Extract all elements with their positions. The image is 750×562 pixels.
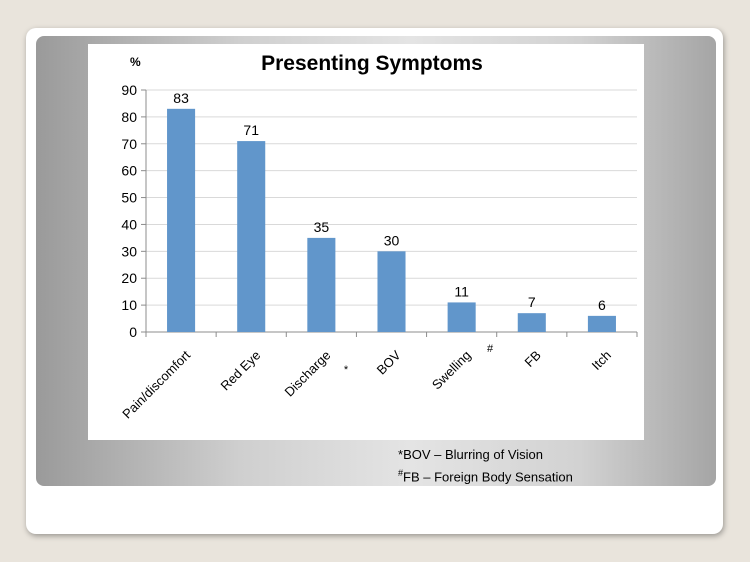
x-category-marker: * xyxy=(344,364,349,376)
bar-value-label: 6 xyxy=(598,297,606,313)
bar xyxy=(517,313,546,332)
y-tick-label: 80 xyxy=(121,109,137,125)
y-tick-label: 90 xyxy=(121,82,137,98)
bar xyxy=(167,108,196,332)
y-tick-label: 30 xyxy=(121,243,137,259)
y-tick-label: 0 xyxy=(129,324,137,340)
footnote-fb-marker: # xyxy=(398,468,404,478)
bar-value-label: 7 xyxy=(528,294,536,310)
bar-value-label: 35 xyxy=(314,219,330,235)
y-tick-label: 10 xyxy=(121,297,137,313)
y-tick-label: 20 xyxy=(121,270,137,286)
footnotes: *BOV – Blurring of Vision #FB – Foreign … xyxy=(398,446,573,486)
footnote-bov: *BOV – Blurring of Vision xyxy=(398,446,573,464)
bar xyxy=(447,302,476,332)
y-tick-label: 70 xyxy=(121,136,137,152)
bar xyxy=(587,315,616,332)
y-tick-label: 50 xyxy=(121,190,137,206)
chart-title: Presenting Symptoms xyxy=(261,52,483,75)
footnote-bov-marker: * xyxy=(398,447,404,462)
footnote-fb: #FB – Foreign Body Sensation xyxy=(398,464,573,486)
bar xyxy=(307,237,336,332)
bar-value-label: 11 xyxy=(454,283,469,299)
x-category-marker: # xyxy=(487,343,494,355)
footnote-bov-text: BOV – Blurring of Vision xyxy=(403,447,544,462)
y-axis-unit-label: % xyxy=(130,55,141,69)
bar-value-label: 30 xyxy=(384,232,400,248)
bar-value-label: 71 xyxy=(243,122,259,138)
bar-value-label: 83 xyxy=(173,90,189,106)
bar xyxy=(377,251,406,332)
footnote-fb-text: FB – Foreign Body Sensation xyxy=(403,469,573,485)
y-tick-label: 60 xyxy=(121,163,137,179)
y-tick-label: 40 xyxy=(121,216,137,232)
bar xyxy=(237,141,266,332)
